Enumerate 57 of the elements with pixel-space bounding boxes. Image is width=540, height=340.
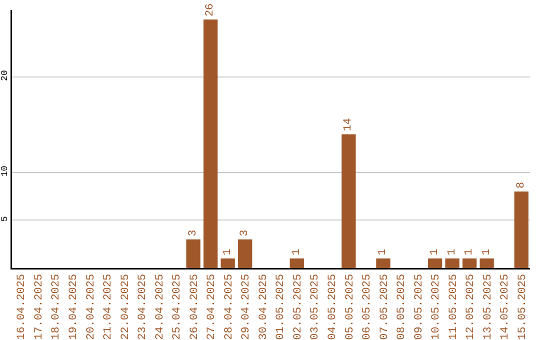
x-tick-label: 30.04.2025 xyxy=(258,274,270,340)
data-label: 1 xyxy=(290,248,303,256)
x-tick-label: 28.04.2025 xyxy=(223,274,236,340)
x-tick-label: 02.05.2025 xyxy=(292,274,304,340)
bar xyxy=(514,192,528,268)
bar xyxy=(342,134,356,268)
bar xyxy=(428,258,442,268)
x-tick-label: 01.05.2025 xyxy=(275,274,288,340)
bar xyxy=(203,20,218,268)
data-label: 26 xyxy=(204,3,217,17)
x-tick-label: 17.04.2025 xyxy=(33,274,46,340)
x-tick-label: 18.04.2025 xyxy=(50,274,63,340)
x-tick-label: 27.04.2025 xyxy=(206,274,218,340)
bar xyxy=(376,258,390,268)
data-label: 1 xyxy=(446,248,458,256)
data-label: 1 xyxy=(377,248,390,256)
bar xyxy=(445,258,460,268)
x-tick-label: 29.04.2025 xyxy=(240,274,253,340)
bar xyxy=(290,258,304,268)
x-tick-label: 15.05.2025 xyxy=(516,274,529,340)
x-tick-label: 24.04.2025 xyxy=(154,274,166,340)
x-tick-label: 07.05.2025 xyxy=(378,274,391,340)
x-tick-label: 25.04.2025 xyxy=(172,274,184,340)
x-tick-label: 12.05.2025 xyxy=(465,274,478,340)
x-tick-label: 13.05.2025 xyxy=(482,274,494,340)
x-tick-label: 26.04.2025 xyxy=(188,274,201,340)
x-tick-label: 03.05.2025 xyxy=(310,274,322,340)
x-tick-label: 11.05.2025 xyxy=(448,274,460,340)
x-tick-label: 08.05.2025 xyxy=(396,274,408,340)
x-tick-label: 14.05.2025 xyxy=(500,274,512,340)
x-tick-label: 21.04.2025 xyxy=(102,274,115,340)
y-tick-label: 10 xyxy=(0,166,10,176)
bar xyxy=(480,258,494,268)
x-tick-label: 04.05.2025 xyxy=(327,274,340,340)
data-label: 1 xyxy=(464,248,476,256)
y-tick-label: 20 xyxy=(0,70,10,81)
bar xyxy=(220,258,235,268)
data-label: 1 xyxy=(480,248,493,256)
bar xyxy=(186,239,200,268)
data-label: 3 xyxy=(239,230,252,236)
data-label: 3 xyxy=(187,230,200,236)
x-tick-label: 06.05.2025 xyxy=(362,274,374,340)
y-tick-label: 5 xyxy=(0,216,10,222)
x-tick-label: 16.04.2025 xyxy=(16,274,28,340)
x-tick-label: 10.05.2025 xyxy=(430,274,443,340)
data-label: 1 xyxy=(222,248,234,256)
x-tick-label: 19.04.2025 xyxy=(68,274,80,340)
x-tick-label: 23.04.2025 xyxy=(137,274,150,340)
bar xyxy=(462,258,477,268)
data-label: 14 xyxy=(342,118,355,132)
x-tick-label: 05.05.2025 xyxy=(344,274,356,340)
x-tick-label: 22.04.2025 xyxy=(120,274,132,340)
x-tick-label: 20.04.2025 xyxy=(85,274,98,340)
x-tick-label: 09.05.2025 xyxy=(413,274,426,340)
data-label: 8 xyxy=(515,182,528,189)
bar xyxy=(238,239,252,268)
data-label: 1 xyxy=(429,248,442,256)
